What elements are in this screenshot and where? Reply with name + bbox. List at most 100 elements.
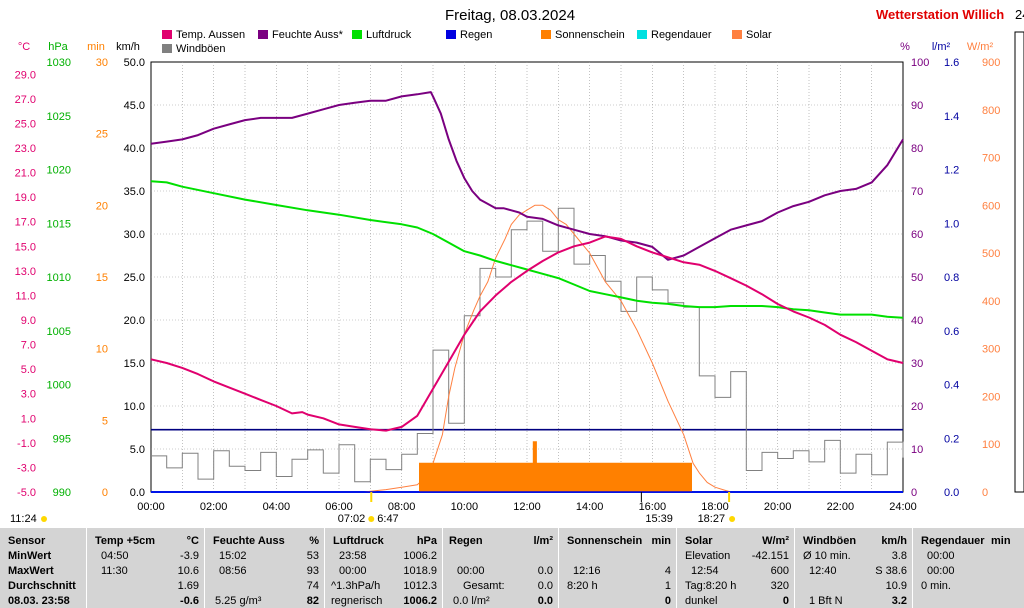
legend-swatch xyxy=(732,30,742,39)
tick-humidity: 80 xyxy=(911,143,923,155)
rain-rate: 0.0 l/m² xyxy=(453,595,490,607)
solar-elevation-label: Elevation xyxy=(685,550,731,562)
rain-total-label: Gesamt: xyxy=(463,580,505,592)
legend-swatch xyxy=(258,30,268,39)
pressure-trend: ^1.3hPa/h xyxy=(331,580,381,592)
tick-temp: -3.0 xyxy=(17,462,36,474)
tick-humidity: 50 xyxy=(911,272,923,284)
legend-entry: Feuchte Auss* xyxy=(272,29,344,41)
tick-humidity: 0 xyxy=(911,487,917,499)
legend-entry: Regendauer xyxy=(651,29,712,41)
rain-max-time: 00:00 xyxy=(457,565,485,577)
wind-avg10-label: Ø 10 min. xyxy=(803,550,851,562)
tick-temp: 13.0 xyxy=(15,266,36,278)
pressure-current-value: 1006.2 xyxy=(403,595,437,607)
temp-unit: °C xyxy=(186,535,199,547)
tick-pressure: 1020 xyxy=(47,165,71,177)
pressure-column: Luftdruck hPa 23:58 1006.2 00:00 1018.9 … xyxy=(324,528,443,608)
wind-max-value: S 38.6 xyxy=(875,565,907,577)
humidity-max-time: 08:56 xyxy=(219,565,247,577)
tick-rain: 0.6 xyxy=(944,326,959,338)
legend-entry: Temp. Aussen xyxy=(176,29,245,41)
solar-avg-value: 320 xyxy=(770,580,789,592)
tick-sunshine: 5 xyxy=(102,415,108,427)
legend-swatch xyxy=(162,30,172,39)
station-name: Wetterstation Willich xyxy=(876,7,1004,22)
legend-entry: Luftdruck xyxy=(366,29,412,41)
tick-wind: 20.0 xyxy=(124,315,145,327)
solar-header: Solar xyxy=(685,535,713,547)
tick-rain: 0.8 xyxy=(944,272,959,284)
stats-table: Sensor MinWert MaxWert Durchschnitt 08.0… xyxy=(0,528,1024,608)
chart-title: Freitag, 08.03.2024 xyxy=(445,7,575,24)
legend-swatch xyxy=(162,44,172,53)
solar-status: dunkel xyxy=(685,595,718,607)
row-label-avg: Durchschnitt xyxy=(8,580,76,592)
tick-rain: 1.4 xyxy=(944,111,959,123)
tick-humidity: 10 xyxy=(911,444,923,456)
sunset-icon xyxy=(729,516,736,522)
tick-sunshine: 15 xyxy=(96,272,108,284)
raindur-unit: min xyxy=(991,535,1011,547)
tick-humidity: 90 xyxy=(911,100,923,112)
humidity-abs-value: 5.25 g/m³ xyxy=(215,595,262,607)
tick-solar: 800 xyxy=(982,105,1000,117)
x-tick-label: 12:00 xyxy=(513,501,541,513)
tick-temp: 5.0 xyxy=(21,364,36,376)
tick-pressure: 1000 xyxy=(47,380,71,392)
tick-temp: 23.0 xyxy=(15,143,36,155)
legend-swatch xyxy=(446,30,456,39)
tick-rain: 0.2 xyxy=(944,433,959,445)
next-panel-edge xyxy=(1014,31,1024,493)
row-label-current: 08.03. 23:58 xyxy=(8,595,70,607)
tick-solar: 300 xyxy=(982,344,1000,356)
tick-temp: 3.0 xyxy=(21,389,36,401)
legend-swatch xyxy=(352,30,362,39)
tick-temp: 1.0 xyxy=(21,413,36,425)
tick-pressure: 995 xyxy=(53,433,71,445)
pressure-avg-value: 1012.3 xyxy=(403,580,437,592)
tick-wind: 10.0 xyxy=(124,401,145,413)
x-tick-label: 00:00 xyxy=(137,501,165,513)
sensor-header: Sensor xyxy=(8,535,46,547)
solar-unit: W/m² xyxy=(762,535,789,547)
tick-wind: 45.0 xyxy=(124,100,145,112)
left-time-label: 11:24 xyxy=(10,513,37,525)
tick-humidity: 40 xyxy=(911,315,923,327)
pressure-header: Luftdruck xyxy=(333,535,384,547)
x-tick-label: 18:00 xyxy=(701,501,729,513)
tick-wind: 30.0 xyxy=(124,229,145,241)
tick-sunshine: 30 xyxy=(96,57,108,69)
temp-header: Temp +5cm xyxy=(95,535,156,547)
temp-max-time: 11:30 xyxy=(101,565,128,577)
axis-unit-humidity: % xyxy=(900,41,910,53)
pressure-unit: hPa xyxy=(416,535,437,547)
humidity-current-value: 82 xyxy=(306,595,319,607)
tick-humidity: 60 xyxy=(911,229,923,241)
series-temp-aussen xyxy=(150,235,904,432)
tick-humidity: 20 xyxy=(911,401,923,413)
sensor-column: Sensor MinWert MaxWert Durchschnitt 08.0… xyxy=(0,528,86,608)
x-tick-label: 22:00 xyxy=(827,501,855,513)
row-label-max: MaxWert xyxy=(8,565,54,577)
sun-icon xyxy=(41,516,47,522)
solar-current-value: 0 xyxy=(782,595,789,607)
tick-temp: 9.0 xyxy=(21,315,36,327)
tick-humidity: 30 xyxy=(911,358,923,370)
raindur-total: 0 min. xyxy=(921,580,951,592)
solar-max-value: 600 xyxy=(770,565,789,577)
wind-column: Windböen km/h Ø 10 min. 3.8 12:40 S 38.6… xyxy=(794,528,913,608)
station-extra: 24 xyxy=(1015,7,1024,22)
solar-column: Solar W/m² Elevation -42.151 12:54 600 T… xyxy=(676,528,795,608)
tick-pressure: 1010 xyxy=(47,272,71,284)
axis-unit-solar: W/m² xyxy=(967,41,994,53)
tick-temp: 25.0 xyxy=(15,118,36,130)
x-tick-label: 08:00 xyxy=(388,501,416,513)
tick-temp: 29.0 xyxy=(15,69,36,81)
sunset-label: 18:27 xyxy=(698,513,726,525)
tick-sunshine: 10 xyxy=(96,344,108,356)
axis-unit-rain: l/m² xyxy=(932,41,951,53)
tick-temp: 21.0 xyxy=(15,168,36,180)
wind-unit: km/h xyxy=(881,535,907,547)
legend-swatch xyxy=(541,30,551,39)
